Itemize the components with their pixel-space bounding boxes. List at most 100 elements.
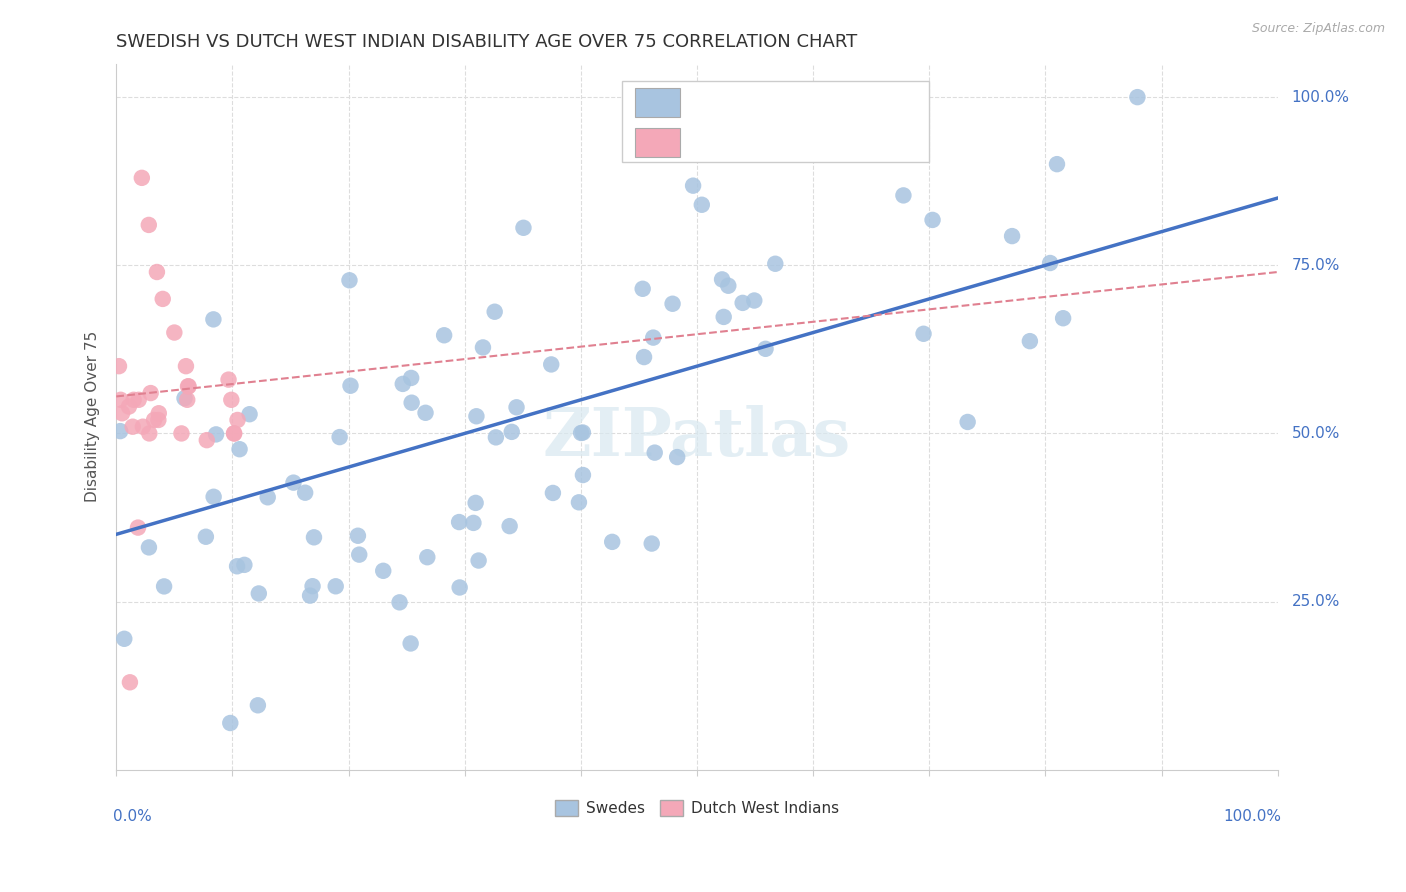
Point [139,386,162,401]
Point [690,198,713,212]
Point [132,419,155,434]
Point [153,579,176,593]
Point [572,468,595,483]
Text: ZIPatlas: ZIPatlas [543,405,851,470]
Point [682,178,704,193]
Point [641,536,664,550]
Point [226,559,249,574]
Point [202,312,225,326]
Text: R = 0.043   N =  31: R = 0.043 N = 31 [697,135,853,150]
Point [763,257,786,271]
Point [399,636,422,650]
Point [754,342,776,356]
Point [339,273,361,287]
Point [108,359,131,374]
Point [711,272,734,286]
Point [501,425,523,439]
Point [912,326,935,341]
Point [174,359,197,374]
Point [399,371,422,385]
Point [401,395,423,409]
Point [505,401,527,415]
Point [541,486,564,500]
Point [108,424,131,438]
Point [661,297,683,311]
Point [633,350,655,364]
Point [643,330,665,344]
Point [146,265,169,279]
Point [631,282,654,296]
Point [301,579,323,593]
Point [742,293,765,308]
Point [666,450,689,464]
Point [339,378,361,392]
Point [283,475,305,490]
Point [143,413,166,427]
Point [347,529,370,543]
Point [177,379,200,393]
Point [713,310,735,324]
Point [465,409,488,424]
Point [224,426,246,441]
Point [1052,311,1074,326]
Point [1018,334,1040,348]
Point [325,579,347,593]
Point [498,519,520,533]
Point [219,716,242,731]
Point [195,433,218,447]
Point [449,515,471,529]
Point [246,698,269,713]
Point [652,146,675,161]
Text: Source: ZipAtlas.com: Source: ZipAtlas.com [1251,22,1385,36]
Point [1046,157,1069,171]
Point [205,427,228,442]
Text: 75.0%: 75.0% [1292,258,1340,273]
Point [110,392,132,407]
Point [449,581,471,595]
Point [226,413,249,427]
Point [349,548,371,562]
Point [294,485,316,500]
Point [177,379,200,393]
Point [391,376,413,391]
Text: 0.0%: 0.0% [112,808,152,823]
Point [572,425,595,440]
Point [152,292,174,306]
Point [956,415,979,429]
FancyBboxPatch shape [636,128,679,157]
Point [138,426,160,441]
Point [463,516,485,530]
Point [233,558,256,572]
Point [471,341,494,355]
Text: 25.0%: 25.0% [1292,594,1340,609]
Point [893,188,915,202]
Point [464,496,486,510]
Text: 100.0%: 100.0% [1223,808,1281,823]
Point [170,426,193,441]
Point [128,392,150,407]
Point [131,170,153,185]
Point [194,530,217,544]
Point [644,445,666,459]
Point [202,490,225,504]
Point [118,400,141,414]
Point [222,426,245,441]
Point [111,406,134,420]
Point [228,442,250,457]
Point [239,407,262,421]
Legend: Swedes, Dutch West Indians: Swedes, Dutch West Indians [550,794,845,822]
Point [121,419,143,434]
FancyBboxPatch shape [636,87,679,117]
Point [540,358,562,372]
Point [302,530,325,544]
Point [1126,90,1149,104]
Y-axis label: Disability Age Over 75: Disability Age Over 75 [86,331,100,502]
Point [138,218,160,232]
Point [148,413,170,427]
Point [921,213,943,227]
Point [568,495,591,509]
Text: 50.0%: 50.0% [1292,425,1340,441]
Point [173,391,195,405]
Point [484,304,506,318]
Point [569,425,592,440]
